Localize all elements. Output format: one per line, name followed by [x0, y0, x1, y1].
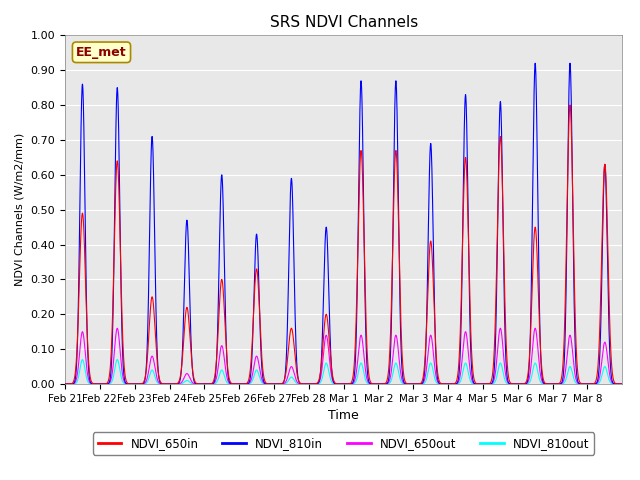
Title: SRS NDVI Channels: SRS NDVI Channels	[269, 15, 418, 30]
Legend: NDVI_650in, NDVI_810in, NDVI_650out, NDVI_810out: NDVI_650in, NDVI_810in, NDVI_650out, NDV…	[93, 432, 595, 455]
X-axis label: Time: Time	[328, 409, 359, 422]
Text: EE_met: EE_met	[76, 46, 127, 59]
Y-axis label: NDVI Channels (W/m2/mm): NDVI Channels (W/m2/mm)	[15, 133, 25, 286]
